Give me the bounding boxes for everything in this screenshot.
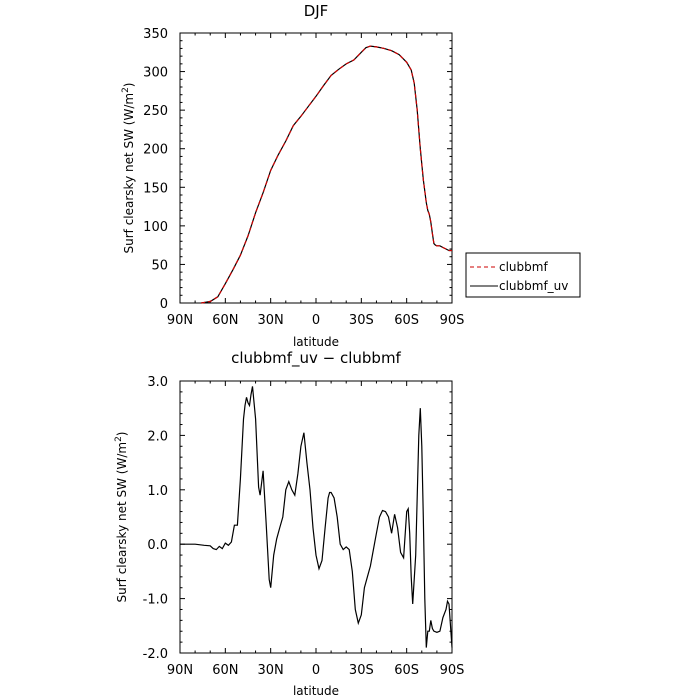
top-x-tick-labels: 90N 60N 30N 0 30S 60S 90S (167, 313, 465, 328)
bottom-y-tick-label: 0.0 (147, 538, 168, 553)
bottom-panel: clubbmf_uv − clubbmf -2.0 -1.0 0.0 1.0 2.0 3.… (114, 349, 464, 698)
bottom-x-tick-label: 60N (212, 663, 238, 678)
top-y-tick-label: 350 (143, 27, 168, 42)
bottom-x-tick-label: 60S (394, 663, 419, 678)
bottom-y-axis-label-main: Surf clearsky net SW (W/m (115, 442, 129, 603)
legend-label-clubbmf: clubbmf (499, 260, 548, 274)
top-y-tick-label: 100 (143, 220, 168, 235)
top-series-group (201, 45, 452, 304)
bottom-x-tick-label: 0 (312, 663, 320, 678)
top-y-tick-labels: 0 50 100 150 200 250 300 350 (143, 27, 168, 312)
top-x-axis-label: latitude (293, 335, 339, 349)
top-series-line-2 (201, 45, 452, 304)
bottom-x-tick-label: 90S (440, 663, 465, 678)
top-y-tick-label: 250 (143, 104, 168, 119)
bottom-y-tick-label: -1.0 (143, 593, 168, 608)
bottom-series-group (180, 386, 453, 648)
top-plot-frame (179, 32, 453, 304)
top-y-tick-label: 300 (143, 66, 168, 81)
bottom-y-tick-label: 2.0 (147, 429, 168, 444)
bottom-series-line-1 (180, 386, 453, 648)
top-y-tick-label: 0 (160, 297, 168, 312)
bottom-y-axis-label-sup: 2 (114, 436, 124, 442)
top-x-tick-label: 90N (167, 313, 193, 328)
top-x-tick-label: 0 (312, 313, 320, 328)
top-axis-ticks (179, 32, 453, 304)
top-y-tick-label: 50 (151, 258, 168, 273)
top-y-axis-label-main: Surf clearsky net SW (W/m (122, 93, 136, 254)
top-chart-title: DJF (304, 2, 329, 20)
legend: clubbmf clubbmf_uv (465, 252, 581, 298)
top-y-axis-label: Surf clearsky net SW (W/m2) (121, 83, 136, 254)
bottom-x-tick-label: 30S (349, 663, 374, 678)
bottom-plot-frame (179, 380, 453, 654)
top-x-tick-label: 90S (440, 313, 465, 328)
bottom-y-axis-label: Surf clearsky net SW (W/m2) (114, 432, 129, 603)
bottom-y-tick-labels: -2.0 -1.0 0.0 1.0 2.0 3.0 (143, 375, 168, 662)
bottom-x-tick-labels: 90N 60N 30N 0 30S 60S 90S (167, 663, 465, 678)
top-series-line-1 (201, 45, 452, 304)
top-x-tick-label: 30N (258, 313, 284, 328)
top-y-tick-label: 200 (143, 143, 168, 158)
top-y-axis-label-sup: 2 (121, 87, 131, 93)
bottom-x-tick-label: 90N (167, 663, 193, 678)
bottom-y-tick-label: 1.0 (147, 484, 168, 499)
bottom-y-tick-label: -2.0 (143, 647, 168, 662)
bottom-x-axis-label: latitude (293, 684, 339, 698)
top-x-tick-label: 30S (349, 313, 374, 328)
legend-label-clubbmf-uv: clubbmf_uv (499, 279, 568, 293)
top-y-axis-label-end: ) (122, 83, 136, 88)
bottom-y-axis-label-end: ) (115, 432, 129, 437)
top-panel: DJF 0 50 100 150 200 250 300 350 90N 60N 30N 0 30S 6… (121, 2, 464, 349)
bottom-x-tick-label: 30N (258, 663, 284, 678)
top-x-tick-label: 60N (212, 313, 238, 328)
top-x-tick-label: 60S (394, 313, 419, 328)
top-y-tick-label: 150 (143, 181, 168, 196)
bottom-axis-ticks (179, 380, 453, 654)
bottom-chart-title: clubbmf_uv − clubbmf (231, 349, 401, 368)
bottom-y-tick-label: 3.0 (147, 375, 168, 390)
legend-box (465, 252, 581, 298)
